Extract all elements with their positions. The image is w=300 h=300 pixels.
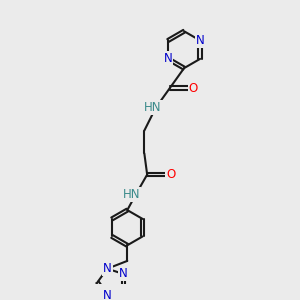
- Text: O: O: [166, 168, 175, 181]
- Text: O: O: [189, 82, 198, 94]
- Text: HN: HN: [144, 101, 162, 114]
- Text: N: N: [103, 262, 112, 275]
- Text: N: N: [119, 267, 128, 280]
- Text: N: N: [196, 34, 204, 47]
- Text: N: N: [164, 52, 172, 65]
- Text: HN: HN: [123, 188, 140, 201]
- Text: N: N: [103, 289, 112, 300]
